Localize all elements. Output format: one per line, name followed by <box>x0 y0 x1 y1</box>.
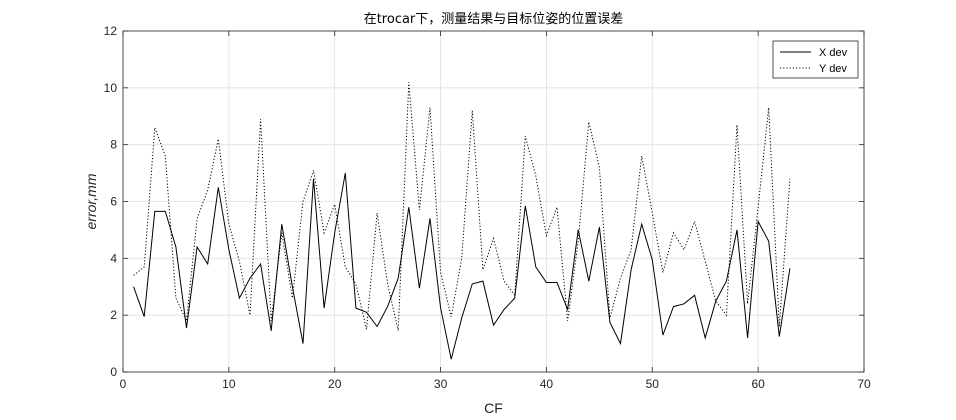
y-tick-label: 4 <box>110 251 117 265</box>
x-tick-label: 60 <box>751 377 765 391</box>
x-tick-label: 70 <box>857 377 871 391</box>
x-tick-label: 0 <box>120 377 127 391</box>
x-tick-label: 30 <box>434 377 448 391</box>
legend-entry-label: Y dev <box>819 63 847 75</box>
x-tick-label: 20 <box>328 377 342 391</box>
y-tick-label: 0 <box>110 365 117 379</box>
chart-title: 在trocar下，测量结果与目标位姿的位置误差 <box>364 11 624 27</box>
series-line-x-dev <box>133 173 791 360</box>
series-line-y-dev <box>133 82 791 331</box>
x-tick-label: 40 <box>540 377 554 391</box>
y-tick-label: 12 <box>104 24 118 38</box>
x-axis-title: CF <box>484 400 503 416</box>
x-tick-label: 10 <box>222 377 236 391</box>
y-tick-label: 6 <box>110 195 117 209</box>
x-tick-label: 50 <box>646 377 660 391</box>
y-tick-label: 8 <box>110 138 117 152</box>
y-tick-label: 10 <box>104 81 118 95</box>
legend-box <box>772 40 859 79</box>
y-axis-title: error,mm <box>83 173 99 229</box>
y-tick-label: 2 <box>110 308 117 322</box>
series-group <box>133 82 791 360</box>
legend-entry-label: X dev <box>819 47 848 59</box>
legend: X dev Y dev <box>772 40 859 79</box>
ticks: 0 10 20 30 40 50 60 70 0 2 4 6 8 10 12 <box>104 24 871 391</box>
